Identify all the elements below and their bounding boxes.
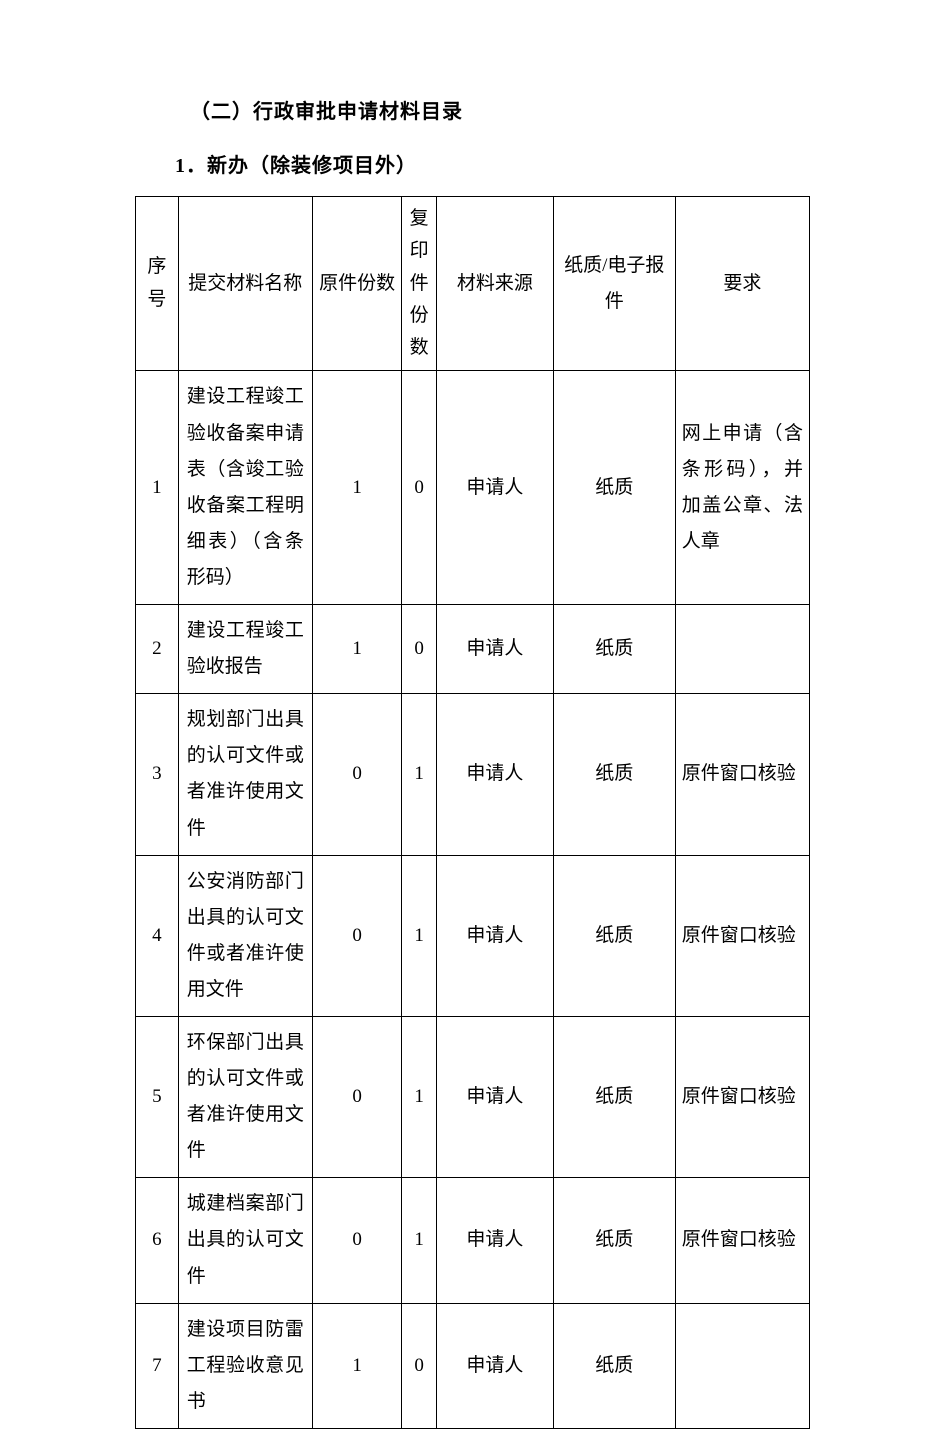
cell-original: 0 (312, 694, 401, 855)
cell-seq: 7 (136, 1303, 179, 1428)
col-header-original: 原件份数 (312, 197, 401, 371)
cell-name: 建设项目防雷工程验收意见书 (178, 1303, 312, 1428)
cell-seq: 4 (136, 855, 179, 1016)
col-header-format: 纸质/电子报件 (553, 197, 675, 371)
cell-source: 申请人 (436, 371, 553, 605)
col-header-name: 提交材料名称 (178, 197, 312, 371)
cell-format: 纸质 (553, 605, 675, 694)
cell-format: 纸质 (553, 855, 675, 1016)
cell-original: 0 (312, 1016, 401, 1177)
table-row: 7 建设项目防雷工程验收意见书 1 0 申请人 纸质 (136, 1303, 810, 1428)
col-header-requirement: 要求 (675, 197, 809, 371)
cell-format: 纸质 (553, 1178, 675, 1303)
table-row: 4 公安消防部门出具的认可文件或者准许使用文件 0 1 申请人 纸质 原件窗口核… (136, 855, 810, 1016)
section-heading: （二）行政审批申请材料目录 (190, 95, 810, 124)
cell-source: 申请人 (436, 855, 553, 1016)
cell-copy: 1 (402, 1016, 437, 1177)
cell-original: 1 (312, 371, 401, 605)
cell-requirement (675, 1303, 809, 1428)
cell-name: 规划部门出具的认可文件或者准许使用文件 (178, 694, 312, 855)
cell-format: 纸质 (553, 1016, 675, 1177)
materials-table: 序号 提交材料名称 原件份数 复印件份数 材料来源 纸质/电子报件 要求 1 建… (135, 196, 810, 1429)
cell-name: 环保部门出具的认可文件或者准许使用文件 (178, 1016, 312, 1177)
table-row: 3 规划部门出具的认可文件或者准许使用文件 0 1 申请人 纸质 原件窗口核验 (136, 694, 810, 855)
cell-name: 公安消防部门出具的认可文件或者准许使用文件 (178, 855, 312, 1016)
cell-requirement: 原件窗口核验 (675, 694, 809, 855)
cell-requirement (675, 605, 809, 694)
cell-copy: 1 (402, 1178, 437, 1303)
table-row: 1 建设工程竣工验收备案申请表（含竣工验收备案工程明细表）（含条形码） 1 0 … (136, 371, 810, 605)
cell-name: 建设工程竣工验收备案申请表（含竣工验收备案工程明细表）（含条形码） (178, 371, 312, 605)
cell-original: 0 (312, 1178, 401, 1303)
cell-copy: 0 (402, 605, 437, 694)
cell-seq: 5 (136, 1016, 179, 1177)
cell-requirement: 原件窗口核验 (675, 1178, 809, 1303)
cell-seq: 3 (136, 694, 179, 855)
cell-format: 纸质 (553, 694, 675, 855)
cell-source: 申请人 (436, 1178, 553, 1303)
cell-copy: 1 (402, 855, 437, 1016)
cell-original: 1 (312, 1303, 401, 1428)
cell-name: 建设工程竣工验收报告 (178, 605, 312, 694)
cell-name: 城建档案部门出具的认可文件 (178, 1178, 312, 1303)
subsection-heading: 1．新办（除装修项目外） (175, 149, 810, 178)
table-row: 6 城建档案部门出具的认可文件 0 1 申请人 纸质 原件窗口核验 (136, 1178, 810, 1303)
cell-seq: 6 (136, 1178, 179, 1303)
table-header-row: 序号 提交材料名称 原件份数 复印件份数 材料来源 纸质/电子报件 要求 (136, 197, 810, 371)
col-header-source: 材料来源 (436, 197, 553, 371)
cell-requirement: 网上申请（含条形码），并加盖公章、法人章 (675, 371, 809, 605)
cell-copy: 1 (402, 694, 437, 855)
cell-requirement: 原件窗口核验 (675, 855, 809, 1016)
cell-seq: 2 (136, 605, 179, 694)
cell-seq: 1 (136, 371, 179, 605)
cell-copy: 0 (402, 371, 437, 605)
cell-format: 纸质 (553, 1303, 675, 1428)
cell-copy: 0 (402, 1303, 437, 1428)
table-body: 1 建设工程竣工验收备案申请表（含竣工验收备案工程明细表）（含条形码） 1 0 … (136, 371, 810, 1428)
table-row: 2 建设工程竣工验收报告 1 0 申请人 纸质 (136, 605, 810, 694)
col-header-copy: 复印件份数 (402, 197, 437, 371)
cell-format: 纸质 (553, 371, 675, 605)
cell-requirement: 原件窗口核验 (675, 1016, 809, 1177)
cell-source: 申请人 (436, 605, 553, 694)
cell-source: 申请人 (436, 1016, 553, 1177)
table-row: 5 环保部门出具的认可文件或者准许使用文件 0 1 申请人 纸质 原件窗口核验 (136, 1016, 810, 1177)
cell-original: 1 (312, 605, 401, 694)
col-header-seq: 序号 (136, 197, 179, 371)
cell-original: 0 (312, 855, 401, 1016)
cell-source: 申请人 (436, 1303, 553, 1428)
cell-source: 申请人 (436, 694, 553, 855)
